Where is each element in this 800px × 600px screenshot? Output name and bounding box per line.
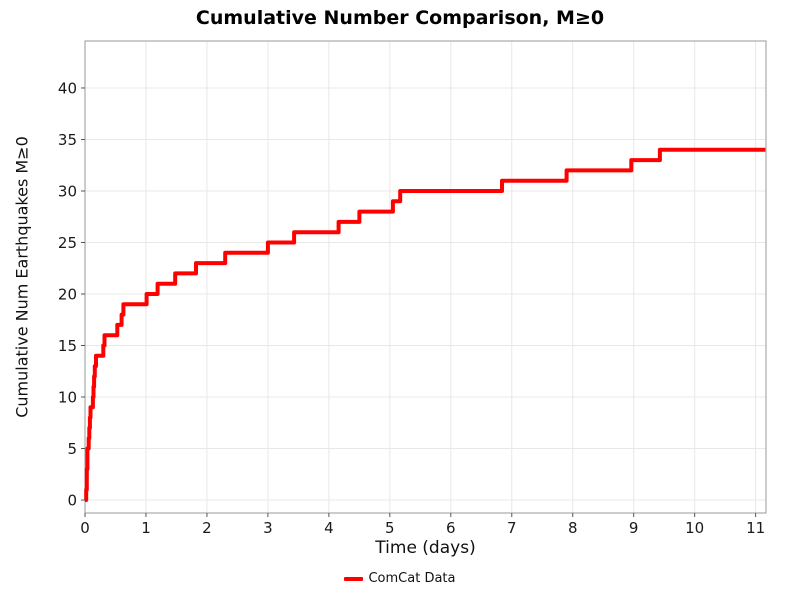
y-tick-label: 0 <box>67 492 77 510</box>
y-tick-label: 15 <box>58 337 77 355</box>
y-tick-label: 30 <box>58 182 77 200</box>
chart-title: Cumulative Number Comparison, M≥0 <box>195 7 605 29</box>
y-tick-label: 35 <box>58 131 77 149</box>
y-tick-label: 5 <box>67 440 77 458</box>
x-tick-label: 1 <box>141 519 151 537</box>
y-tick-label: 25 <box>58 234 77 252</box>
y-tick-label: 40 <box>58 79 77 97</box>
legend: ComCat Data <box>0 571 800 586</box>
x-tick-label: 5 <box>385 519 395 537</box>
legend-item: ComCat Data <box>344 571 456 586</box>
series-line-comcat <box>84 147 766 502</box>
legend-line-swatch <box>344 576 364 581</box>
x-tick-label: 9 <box>629 519 639 537</box>
x-tick-label: 8 <box>568 519 578 537</box>
x-tick-label: 0 <box>80 519 90 537</box>
legend-label: ComCat Data <box>368 571 456 586</box>
x-tick-label: 11 <box>746 519 765 537</box>
x-tick-label: 3 <box>263 519 273 537</box>
plot-border <box>84 40 767 514</box>
x-tick-label: 7 <box>507 519 517 537</box>
x-tick-label: 2 <box>202 519 212 537</box>
x-tick-label: 6 <box>446 519 456 537</box>
x-axis-label: Time (days) <box>375 538 476 558</box>
x-tick-label: 4 <box>324 519 334 537</box>
y-tick-label: 10 <box>58 389 77 407</box>
x-tick-label: 10 <box>685 519 704 537</box>
y-tick-label: 20 <box>58 285 77 303</box>
